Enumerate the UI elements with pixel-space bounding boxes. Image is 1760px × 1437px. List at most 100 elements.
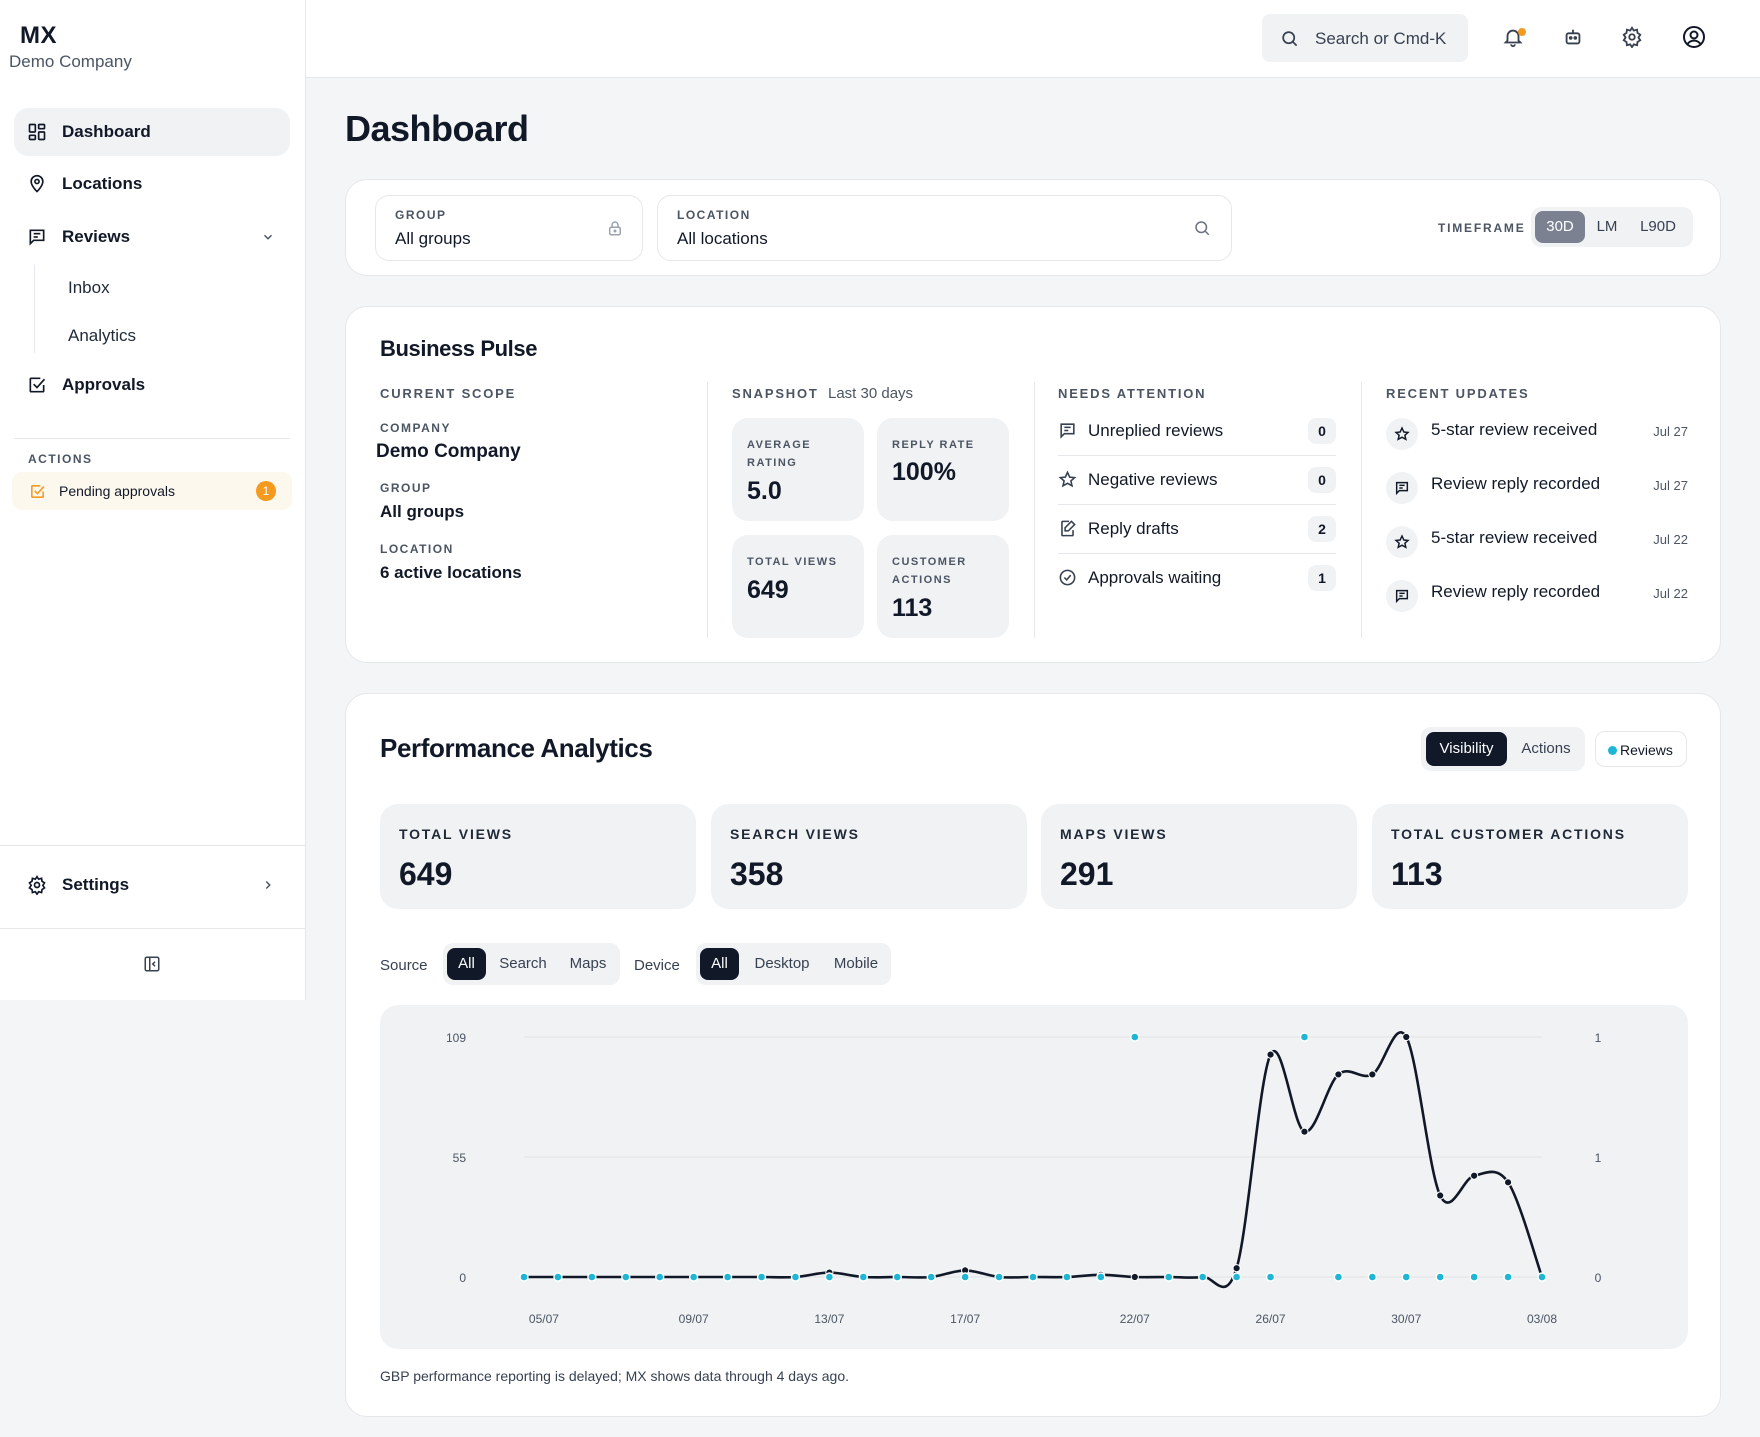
update-icon-wrap — [1386, 472, 1418, 504]
views-data-point — [1130, 1272, 1139, 1282]
reviews-data-point — [688, 1272, 699, 1282]
grid-icon — [28, 123, 46, 141]
views-data-point — [1232, 1264, 1241, 1273]
global-search[interactable]: Search or Cmd-K — [1262, 14, 1468, 62]
update-item[interactable]: 5-star review received Jul 27 — [1386, 408, 1688, 462]
attention-item-unreplied[interactable]: Unreplied reviews 0 — [1058, 407, 1336, 456]
bell-icon[interactable] — [1502, 26, 1524, 48]
snapshot-heading: SNAPSHOT — [732, 386, 819, 401]
device-filter-toggle: All Desktop Mobile — [696, 943, 891, 985]
gear-icon[interactable] — [1621, 26, 1643, 48]
reviews-data-point — [892, 1272, 902, 1282]
actions-heading: ACTIONS — [28, 452, 93, 466]
source-option-maps[interactable]: Maps — [569, 955, 607, 972]
update-item[interactable]: Review reply recorded Jul 22 — [1386, 570, 1688, 624]
attention-label: Approvals waiting — [1088, 568, 1222, 587]
chart-x-tick: 22/07 — [1120, 1312, 1150, 1326]
group-value: All groups — [380, 502, 465, 521]
metric-total-customer-actions: TOTAL CUSTOMER ACTIONS 113 — [1372, 804, 1688, 909]
reviews-data-point — [1197, 1272, 1208, 1282]
update-item[interactable]: Review reply recorded Jul 27 — [1386, 462, 1688, 516]
group-filter[interactable]: GROUP All groups — [375, 195, 643, 261]
sidebar-subitem-inbox[interactable]: Inbox — [68, 278, 110, 297]
sidebar-item-settings[interactable]: Settings — [14, 861, 290, 909]
timeframe-option-lm[interactable]: LM — [1596, 218, 1618, 235]
edit-note-icon — [1061, 520, 1076, 537]
source-filter-label: Source — [380, 957, 428, 974]
sidebar-divider — [14, 438, 290, 439]
chart-y-tick-right: 1 — [1595, 1031, 1602, 1045]
chart-x-tick: 17/07 — [950, 1312, 980, 1326]
update-date: Jul 27 — [1653, 424, 1688, 439]
chevron-right-icon — [265, 880, 271, 890]
views-data-point — [1300, 1127, 1309, 1136]
reviews-data-point — [1299, 1032, 1310, 1042]
attention-label: Unreplied reviews — [1088, 421, 1224, 440]
metric-label: TOTAL VIEWS — [399, 826, 513, 842]
check-square-icon — [29, 377, 46, 393]
reviews-data-point — [1537, 1272, 1547, 1282]
pending-approvals-link[interactable]: Pending approvals 1 — [12, 472, 292, 510]
brand-logo[interactable]: MX — [20, 22, 57, 49]
device-option-mobile[interactable]: Mobile — [833, 955, 879, 972]
reviews-data-point — [587, 1272, 597, 1282]
update-icon-wrap — [1386, 580, 1418, 612]
reviews-data-point — [1231, 1272, 1242, 1282]
page-title: Dashboard — [345, 108, 529, 149]
reviews-data-point — [1028, 1272, 1038, 1282]
device-filter-label: Device — [634, 957, 680, 974]
bot-icon[interactable] — [1562, 26, 1584, 48]
reviews-data-point — [621, 1272, 631, 1282]
update-date: Jul 22 — [1653, 532, 1688, 547]
snapshot-tile-value: 649 — [747, 576, 789, 604]
reviews-data-point — [1333, 1272, 1344, 1282]
check-circle-icon — [1059, 569, 1076, 586]
location-label: LOCATION — [380, 542, 454, 556]
device-option-desktop[interactable]: Desktop — [754, 955, 810, 972]
tab-visibility[interactable]: Visibility — [1426, 732, 1507, 766]
sidebar-item-locations[interactable]: Locations — [14, 160, 290, 208]
sidebar-item-approvals[interactable]: Approvals — [14, 361, 290, 409]
sidebar-item-reviews[interactable]: Reviews — [14, 213, 290, 261]
update-item[interactable]: 5-star review received Jul 22 — [1386, 516, 1688, 570]
sidebar-subitem-analytics[interactable]: Analytics — [68, 326, 137, 345]
reviews-data-point — [994, 1272, 1004, 1282]
source-option-all[interactable]: All — [447, 948, 486, 980]
source-option-search[interactable]: Search — [499, 955, 547, 972]
business-pulse-title: Business Pulse — [380, 336, 538, 361]
reviews-data-point — [1435, 1272, 1445, 1282]
metric-value: 113 — [1391, 856, 1443, 892]
sidebar-divider — [0, 928, 306, 929]
update-label: 5-star review received — [1431, 420, 1598, 439]
attention-item-negative[interactable]: Negative reviews 0 — [1058, 456, 1336, 505]
submenu-guide-line — [34, 265, 35, 353]
company-name: Demo Company — [9, 52, 132, 71]
message-square-icon — [1060, 423, 1075, 439]
views-data-point — [1402, 1032, 1411, 1042]
source-filter-toggle: All Search Maps — [443, 943, 620, 985]
sidebar-item-dashboard[interactable]: Dashboard — [14, 108, 290, 156]
business-pulse-card — [345, 306, 1721, 663]
chart-x-tick: 09/07 — [679, 1312, 709, 1326]
message-square-icon — [1395, 481, 1409, 496]
attention-count: 0 — [1308, 418, 1336, 444]
attention-item-drafts[interactable]: Reply drafts 2 — [1058, 505, 1336, 554]
location-filter[interactable]: LOCATION All locations — [657, 195, 1232, 261]
chart-y-tick-left: 0 — [459, 1271, 466, 1285]
gear-icon — [28, 875, 46, 895]
tab-actions[interactable]: Actions — [1521, 740, 1571, 757]
attention-item-approvals[interactable]: Approvals waiting 1 — [1058, 554, 1336, 603]
timeframe-option-l90d[interactable]: L90D — [1640, 218, 1676, 235]
update-date: Jul 22 — [1653, 586, 1688, 601]
timeframe-option-30d[interactable]: 30D — [1535, 211, 1585, 243]
sidebar-collapse-icon[interactable] — [143, 955, 161, 973]
reviews-legend-toggle[interactable]: Reviews — [1595, 731, 1687, 767]
reviews-data-point — [926, 1272, 936, 1282]
device-option-all[interactable]: All — [700, 948, 739, 980]
performance-analytics-title: Performance Analytics — [380, 733, 653, 763]
top-bar — [306, 0, 1760, 78]
user-circle-icon[interactable] — [1682, 25, 1706, 49]
needs-attention-heading: NEEDS ATTENTION — [1058, 386, 1207, 401]
analytics-tab-toggle: Visibility Actions — [1421, 727, 1585, 771]
snapshot-tile-total-views: TOTAL VIEWS 649 — [732, 535, 864, 638]
